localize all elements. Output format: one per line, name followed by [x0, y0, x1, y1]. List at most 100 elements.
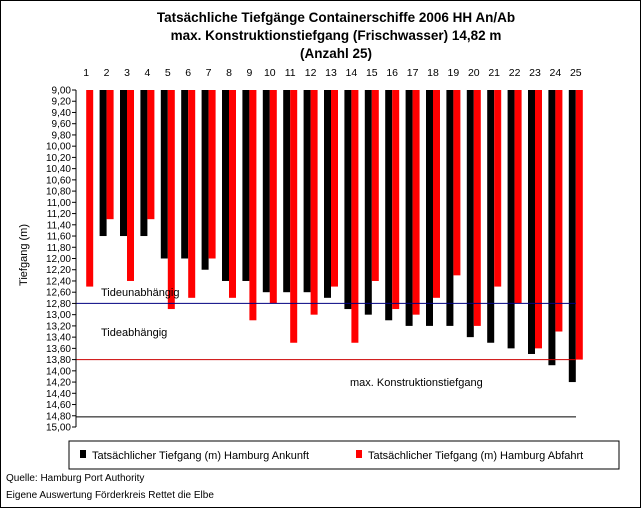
category-label: 10 — [264, 67, 276, 79]
bar-ankunft — [507, 90, 515, 349]
bar-ankunft — [446, 90, 454, 326]
bar-abfahrt — [453, 90, 461, 276]
annotation-tideabhaengig: Tideabhängig — [101, 327, 167, 339]
category-label: 20 — [468, 67, 480, 79]
bar-ankunft — [262, 90, 270, 293]
chart-title-line-1: Tatsächliche Tiefgänge Containerschiffe … — [157, 10, 515, 25]
bar-ankunft — [303, 90, 311, 293]
y-tick-label: 14,60 — [46, 400, 71, 411]
bar-ankunft — [466, 90, 474, 338]
y-tick-label: 12,40 — [46, 276, 71, 287]
bar-abfahrt — [229, 90, 236, 298]
bar-ankunft — [120, 90, 127, 237]
category-label: 24 — [550, 67, 562, 79]
category-label: 23 — [529, 67, 541, 79]
bar-ankunft — [548, 90, 556, 366]
category-label: 1 — [83, 67, 89, 79]
legend: Tatsächlicher Tiefgang (m) Hamburg Ankun… — [68, 440, 620, 470]
bar-ankunft — [222, 90, 229, 281]
category-label: 12 — [305, 67, 317, 79]
bar-ankunft — [487, 90, 495, 343]
y-tick-label: 13,60 — [46, 344, 71, 355]
bar-abfahrt — [167, 90, 175, 310]
y-tick-label: 12,60 — [46, 288, 71, 299]
bar-abfahrt — [535, 90, 542, 349]
bar-ankunft — [242, 90, 250, 281]
bar-ankunft — [364, 90, 372, 315]
category-label: 3 — [124, 67, 130, 79]
category-label: 6 — [185, 67, 191, 79]
bar-abfahrt — [249, 90, 257, 321]
y-tick-label: 14,80 — [46, 411, 71, 422]
category-label: 15 — [366, 67, 378, 79]
y-tick-label: 10,80 — [46, 187, 71, 198]
bar-ankunft — [426, 90, 433, 326]
bar-abfahrt — [555, 90, 563, 332]
y-tick-label: 9,80 — [52, 130, 72, 141]
category-label: 25 — [570, 67, 582, 79]
bar-abfahrt — [106, 90, 114, 220]
y-tick-label: 15,00 — [46, 423, 71, 434]
bar-ankunft — [324, 90, 331, 298]
bar-ankunft — [385, 90, 393, 321]
bar-abfahrt — [371, 90, 379, 281]
bar-abfahrt — [514, 90, 522, 304]
bar-abfahrt — [147, 90, 155, 220]
legend-label-ankunft: Tatsächlicher Tiefgang (m) Hamburg Ankun… — [92, 450, 309, 462]
bar-abfahrt — [188, 90, 196, 298]
evaluation-text: Eigene Auswertung Förderkreis Rettet die… — [6, 490, 214, 501]
category-labels: 1 2 3 4 5 6 7 8 9 10 11 12 13 14 15 16 17 18 19 20 21 22 23 24 2… — [83, 67, 582, 79]
bar-ankunft — [181, 90, 189, 259]
bar-abfahrt — [208, 90, 216, 259]
legend-label-abfahrt: Tatsächlicher Tiefgang (m) Hamburg Abfah… — [368, 450, 583, 462]
y-tick-label: 13,20 — [46, 321, 71, 332]
category-label: 14 — [346, 67, 358, 79]
bar-ankunft — [568, 90, 576, 383]
y-tick-label: 9,40 — [52, 108, 72, 119]
annotation-tideunabhaengig: Tideunabhängig — [101, 287, 180, 299]
bar-abfahrt — [473, 90, 481, 326]
y-tick-label: 14,20 — [46, 378, 71, 389]
category-label: 4 — [144, 67, 150, 79]
bars — [86, 90, 583, 383]
bar-abfahrt — [310, 90, 318, 315]
source-text: Quelle: Hamburg Port Authority — [6, 473, 144, 484]
category-label: 5 — [165, 67, 171, 79]
bar-abfahrt — [290, 90, 298, 343]
bar-abfahrt — [392, 90, 400, 310]
category-label: 9 — [246, 67, 252, 79]
bar-ankunft — [201, 90, 209, 270]
y-tick-label: 10,20 — [46, 153, 71, 164]
bar-abfahrt — [351, 90, 359, 343]
category-label: 13 — [325, 67, 337, 79]
bar-abfahrt — [494, 90, 502, 287]
bar-abfahrt — [127, 90, 134, 281]
bar-ankunft — [344, 90, 352, 310]
y-tick-label: 12,20 — [46, 265, 71, 276]
y-tick-label: 14,40 — [46, 389, 71, 400]
legend-box — [68, 440, 620, 470]
bar-abfahrt — [331, 90, 338, 287]
y-tick-label: 11,20 — [47, 209, 72, 220]
y-tick-label: 13,40 — [46, 333, 71, 344]
category-label: 18 — [427, 67, 439, 79]
y-tick-label: 11,40 — [47, 220, 72, 231]
bar-ankunft — [99, 90, 107, 237]
y-tick-label: 13,80 — [46, 355, 71, 366]
legend-swatch-ankunft — [80, 450, 86, 458]
bar-abfahrt — [412, 90, 420, 315]
bar-ankunft — [528, 90, 535, 354]
category-label: 11 — [285, 67, 296, 79]
y-tick-label: 10,40 — [46, 164, 71, 175]
category-label: 21 — [488, 67, 500, 79]
chart-title-line-3: (Anzahl 25) — [300, 46, 372, 61]
y-tick-label: 11,00 — [47, 198, 72, 209]
y-tick-label: 10,60 — [46, 175, 71, 186]
bar-abfahrt — [433, 90, 440, 298]
legend-swatch-abfahrt — [356, 450, 362, 458]
category-label: 7 — [206, 67, 212, 79]
category-label: 22 — [509, 67, 521, 79]
y-axis-label: Tiefgang (m) — [18, 224, 30, 286]
y-tick-label: 11,80 — [47, 243, 72, 254]
y-tick-label: 9,00 — [52, 86, 72, 97]
